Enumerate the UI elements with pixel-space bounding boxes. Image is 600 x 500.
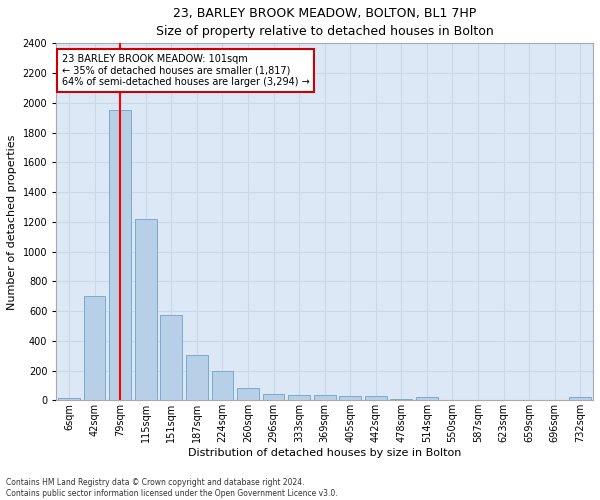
Bar: [237, 388, 259, 400]
Bar: [186, 355, 208, 401]
Y-axis label: Number of detached properties: Number of detached properties: [7, 134, 17, 310]
Title: 23, BARLEY BROOK MEADOW, BOLTON, BL1 7HP
Size of property relative to detached h: 23, BARLEY BROOK MEADOW, BOLTON, BL1 7HP…: [156, 7, 494, 38]
Bar: [314, 395, 335, 400]
Bar: [365, 396, 386, 400]
Bar: [135, 219, 157, 400]
Bar: [160, 315, 182, 400]
Bar: [569, 396, 591, 400]
Bar: [416, 396, 438, 400]
Text: 23 BARLEY BROOK MEADOW: 101sqm
← 35% of detached houses are smaller (1,817)
64% : 23 BARLEY BROOK MEADOW: 101sqm ← 35% of …: [62, 54, 310, 87]
Bar: [84, 296, 106, 401]
Bar: [340, 396, 361, 400]
Bar: [288, 395, 310, 400]
Bar: [109, 110, 131, 401]
Bar: [212, 370, 233, 400]
X-axis label: Distribution of detached houses by size in Bolton: Distribution of detached houses by size …: [188, 448, 461, 458]
Bar: [263, 394, 284, 400]
Text: Contains HM Land Registry data © Crown copyright and database right 2024.
Contai: Contains HM Land Registry data © Crown c…: [6, 478, 338, 498]
Bar: [58, 398, 80, 400]
Bar: [391, 399, 412, 400]
